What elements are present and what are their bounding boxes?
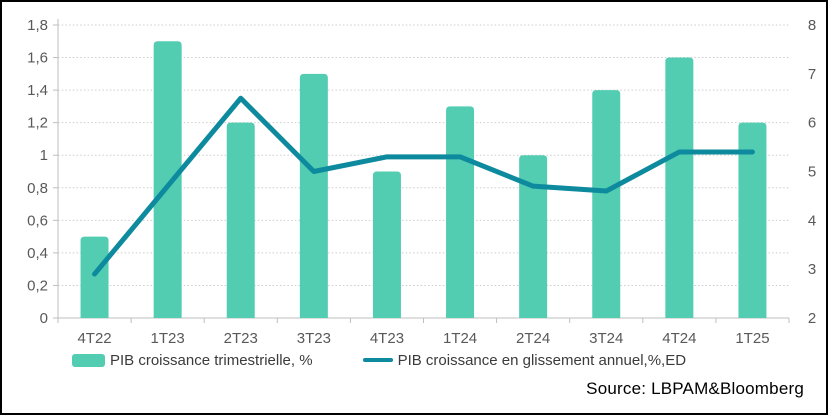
- bar-4T22: [80, 236, 109, 318]
- bar-1T23: [153, 41, 182, 319]
- left-axis-label: 1: [40, 147, 48, 164]
- right-axis-label: 3: [808, 261, 816, 278]
- bar-4T23: [372, 171, 401, 318]
- left-axis-label: 0,4: [27, 245, 48, 262]
- left-axis-label: 0,8: [27, 180, 48, 197]
- right-axis-label: 6: [808, 115, 816, 132]
- x-axis-label-4T22: 4T22: [77, 330, 111, 347]
- right-axis-label: 2: [808, 310, 816, 327]
- bar-4T24: [665, 57, 694, 319]
- left-axis-label: 1,6: [27, 50, 48, 67]
- x-axis-label-1T24: 1T24: [443, 330, 477, 347]
- left-axis-label: 0,6: [27, 212, 48, 229]
- bar-1T25: [738, 122, 767, 319]
- x-axis-label-2T23: 2T23: [224, 330, 258, 347]
- left-axis-label: 1,8: [27, 17, 48, 34]
- bar-2T23: [226, 122, 255, 319]
- x-axis-label-4T23: 4T23: [370, 330, 404, 347]
- x-axis-label-1T25: 1T25: [735, 330, 769, 347]
- source-caption: Source: LBPAM&Bloomberg: [586, 379, 804, 398]
- bar-1T24: [446, 106, 475, 318]
- left-axis-label: 1,4: [27, 82, 48, 99]
- left-axis-label: 0: [40, 310, 48, 327]
- right-axis-label: 4: [808, 212, 816, 229]
- legend: PIB croissance trimestrielle, % PIB croi…: [2, 348, 826, 372]
- right-axis-label: 7: [808, 66, 816, 83]
- bar-3T23: [299, 73, 328, 318]
- line-series-swatch-icon: [362, 357, 393, 363]
- x-axis-label-4T24: 4T24: [662, 330, 696, 347]
- line-series-label: PIB croissance en glissement annuel,%,ED: [397, 351, 687, 369]
- combo-chart: 0 0,2 0,4 0,6 0,8 1 1,2 1,4 1,6 1,8 2 3 4 5 6 7 8 4T22 1T2…: [27, 17, 816, 347]
- bar-3T24: [592, 90, 621, 318]
- left-axis-label: 1,2: [27, 115, 48, 132]
- x-axis-label-2T24: 2T24: [516, 330, 550, 347]
- left-axis-label: 0,2: [27, 277, 48, 294]
- legend-item-line-series: PIB croissance en glissement annuel,%,ED: [362, 351, 687, 369]
- x-axis-label-3T24: 3T24: [589, 330, 623, 347]
- x-axis-label-1T23: 1T23: [151, 330, 185, 347]
- bar-series-swatch-icon: [72, 353, 105, 367]
- bar-series-label: PIB croissance trimestrielle, %: [110, 351, 313, 369]
- x-axis-label-3T23: 3T23: [297, 330, 331, 347]
- bar-2T24: [519, 155, 548, 318]
- legend-item-bar-series: PIB croissance trimestrielle, %: [72, 352, 313, 369]
- right-axis-label: 8: [808, 17, 816, 34]
- right-axis-label: 5: [808, 164, 816, 181]
- trend-line: [92, 95, 755, 277]
